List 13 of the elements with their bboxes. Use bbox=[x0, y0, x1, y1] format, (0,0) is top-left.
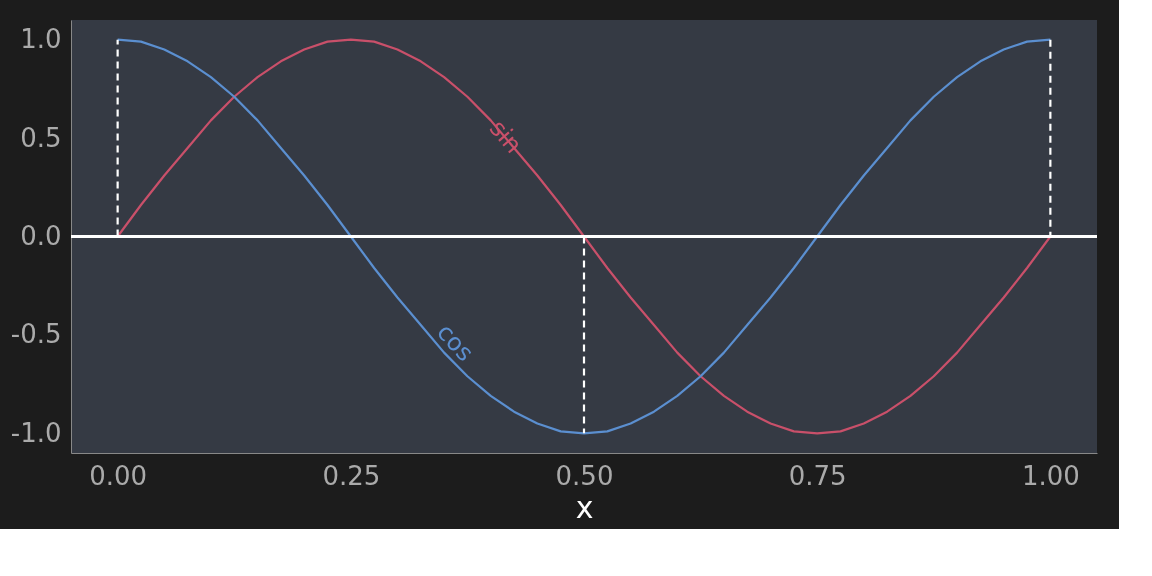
x-tick-label: 1.00 bbox=[1021, 460, 1080, 491]
x-axis-title: x bbox=[575, 489, 594, 525]
x-tick-label: 0.75 bbox=[788, 460, 847, 491]
y-tick-label: 1.0 bbox=[20, 24, 62, 55]
x-tick-label: 0.50 bbox=[555, 460, 614, 491]
text: cos bbox=[431, 318, 480, 367]
y-tick-label: 0.5 bbox=[20, 122, 62, 153]
x-tick-label: 0.00 bbox=[89, 460, 148, 491]
y-tick-label: -1.0 bbox=[10, 417, 62, 448]
line-series bbox=[116, 38, 1052, 435]
y-tick-label: -0.5 bbox=[10, 319, 62, 350]
x-tick-label: 0.25 bbox=[322, 460, 381, 491]
y-tick-label: 0.0 bbox=[20, 221, 62, 251]
